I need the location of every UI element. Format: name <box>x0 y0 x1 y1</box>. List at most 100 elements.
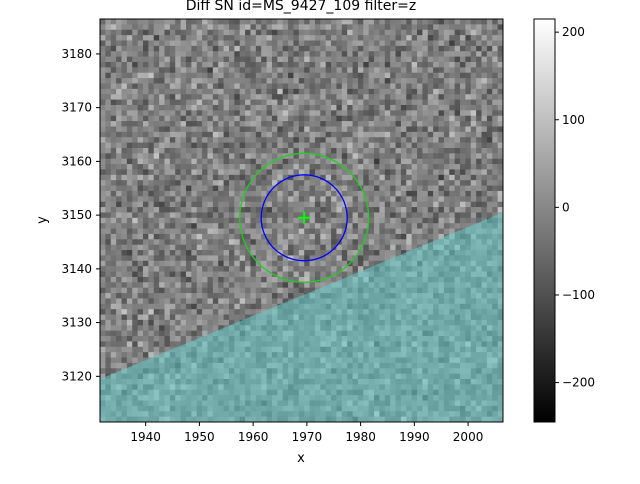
image-pixel <box>185 276 192 283</box>
image-pixel <box>159 217 166 224</box>
image-pixel <box>476 196 483 203</box>
image-pixel <box>266 303 273 310</box>
image-pixel <box>116 78 123 85</box>
image-pixel <box>110 126 117 133</box>
image-pixel <box>293 287 300 294</box>
image-pixel <box>212 319 219 326</box>
image-pixel <box>384 88 391 95</box>
image-pixel <box>288 121 295 128</box>
image-pixel <box>218 255 225 262</box>
image-pixel <box>142 255 149 262</box>
image-pixel <box>175 115 182 122</box>
image-pixel <box>191 271 198 278</box>
image-pixel <box>180 158 187 165</box>
image-pixel <box>105 212 112 219</box>
image-pixel <box>100 169 106 176</box>
image-pixel <box>486 51 493 58</box>
image-pixel <box>261 196 268 203</box>
image-pixel <box>331 142 338 149</box>
image-pixel <box>379 88 386 95</box>
image-pixel <box>261 29 268 36</box>
image-pixel <box>180 196 187 203</box>
image-pixel <box>406 78 413 85</box>
image-pixel <box>255 233 262 240</box>
image-pixel <box>250 293 257 300</box>
image-pixel <box>100 180 106 187</box>
image-pixel <box>169 303 176 310</box>
image-pixel <box>443 61 450 68</box>
image-pixel <box>228 266 235 273</box>
image-pixel <box>271 72 278 79</box>
image-pixel <box>223 131 230 138</box>
image-pixel <box>293 239 300 246</box>
image-pixel <box>239 314 246 321</box>
image-pixel <box>137 72 144 79</box>
image-pixel <box>374 94 381 101</box>
image-pixel <box>100 19 106 25</box>
image-pixel <box>357 250 364 257</box>
image-pixel <box>218 72 225 79</box>
image-pixel <box>390 174 397 181</box>
image-pixel <box>175 153 182 160</box>
image-pixel <box>304 94 311 101</box>
image-pixel <box>239 276 246 283</box>
image-pixel <box>400 94 407 101</box>
image-pixel <box>427 19 434 25</box>
image-pixel <box>255 121 262 128</box>
image-pixel <box>288 293 295 300</box>
image-pixel <box>148 228 155 235</box>
image-pixel <box>148 233 155 240</box>
image-pixel <box>196 164 203 171</box>
image-pixel <box>304 40 311 47</box>
image-pixel <box>476 207 483 214</box>
image-pixel <box>352 51 359 58</box>
image-pixel <box>470 196 477 203</box>
image-pixel <box>234 239 241 246</box>
image-pixel <box>298 35 305 42</box>
image-pixel <box>384 217 391 224</box>
image-pixel <box>304 266 311 273</box>
image-pixel <box>169 207 176 214</box>
image-pixel <box>142 336 149 342</box>
image-pixel <box>336 196 343 203</box>
image-pixel <box>250 271 257 278</box>
image-pixel <box>121 271 128 278</box>
image-pixel <box>255 309 262 316</box>
image-pixel <box>196 131 203 138</box>
image-pixel <box>137 309 144 316</box>
image-pixel <box>185 314 192 321</box>
image-pixel <box>309 207 316 214</box>
image-pixel <box>245 121 252 128</box>
image-pixel <box>105 88 112 95</box>
image-pixel <box>169 24 176 31</box>
image-pixel <box>105 357 112 364</box>
image-pixel <box>320 180 327 187</box>
image-pixel <box>261 61 268 68</box>
image-pixel <box>175 104 182 111</box>
image-pixel <box>159 180 166 187</box>
image-pixel <box>153 271 160 278</box>
image-pixel <box>202 153 209 160</box>
image-pixel <box>196 67 203 74</box>
image-pixel <box>202 201 209 208</box>
image-pixel <box>497 29 503 36</box>
image-pixel <box>352 239 359 246</box>
image-pixel <box>454 153 461 160</box>
image-pixel <box>395 104 402 111</box>
image-pixel <box>191 250 198 257</box>
image-pixel <box>142 153 149 160</box>
image-pixel <box>492 35 499 42</box>
image-pixel <box>331 78 338 85</box>
image-pixel <box>175 164 182 171</box>
image-pixel <box>191 260 198 267</box>
image-pixel <box>363 217 370 224</box>
image-pixel <box>304 45 311 52</box>
image-pixel <box>433 35 440 42</box>
image-pixel <box>443 137 450 144</box>
image-pixel <box>406 137 413 144</box>
image-pixel <box>223 260 230 267</box>
image-pixel <box>218 207 225 214</box>
image-pixel <box>202 217 209 224</box>
image-pixel <box>202 99 209 106</box>
image-pixel <box>304 233 311 240</box>
